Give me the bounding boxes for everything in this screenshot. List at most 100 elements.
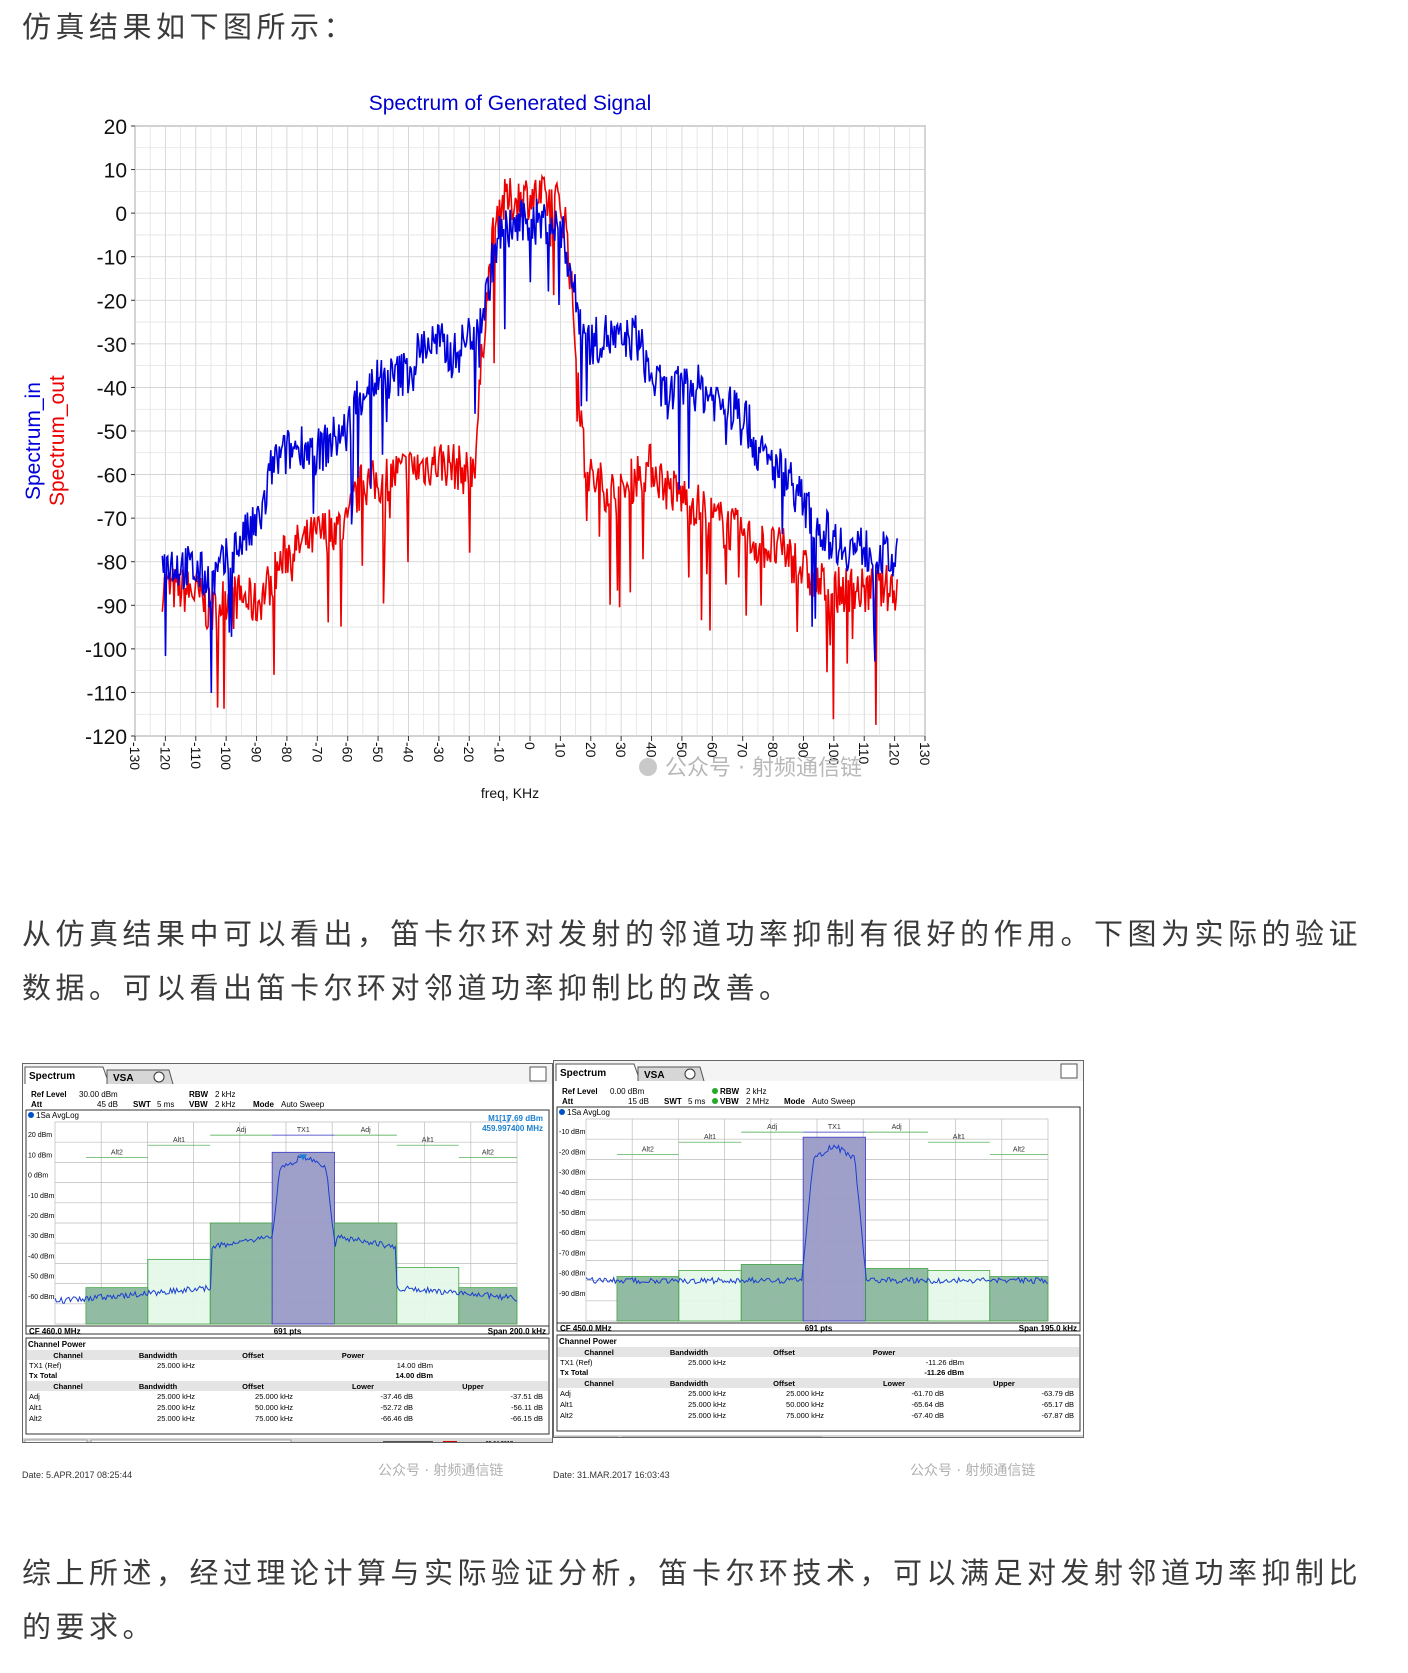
band-label: TX1 <box>297 1127 310 1134</box>
y-tick-label: 20 <box>104 116 127 139</box>
x-tick-label: -90 <box>249 742 265 762</box>
y-axis-label-in: Spectrum_in <box>22 382 45 500</box>
sa-y-label: -20 dBm <box>28 1213 55 1220</box>
sa-y-label: -70 dBm <box>559 1250 586 1257</box>
marker-icon <box>299 1154 308 1161</box>
table-header-2 <box>27 1381 548 1391</box>
span: Span 195.0 kHz <box>1019 1324 1077 1333</box>
table-row-bandwidth: 25.000 kHz <box>157 1414 195 1423</box>
trace-label: 1Sa AvgLog <box>36 1111 79 1120</box>
tx-total-value: 14.00 dBm <box>395 1371 433 1380</box>
table-row-upper: -56.11 dB <box>511 1403 543 1412</box>
table-row-offset: 50.000 kHz <box>786 1400 824 1409</box>
sa-y-label: -10 dBm <box>28 1193 55 1200</box>
table-row-bandwidth: 25.000 kHz <box>688 1400 726 1409</box>
y-tick-label: -110 <box>87 682 127 705</box>
y-tick-label: -60 <box>97 465 127 488</box>
analyzer-screen-1-svg: Spectrum VSA Ref Level 30.00 dBm Att 45 dB SWT… <box>23 1064 552 1442</box>
marker-value: 7.69 dBm <box>507 1114 543 1123</box>
band-label: Alt1 <box>704 1134 716 1141</box>
table-header-cell: Channel <box>584 1348 614 1357</box>
sa-y-label: -90 dBm <box>559 1291 586 1298</box>
table-header-cell: Channel <box>584 1379 614 1388</box>
band-label: Alt2 <box>111 1149 123 1156</box>
mode: Auto Sweep <box>281 1100 325 1109</box>
band-label: Alt2 <box>1013 1146 1025 1153</box>
att: 15 dB <box>628 1097 649 1106</box>
vbw: 2 kHz <box>215 1100 235 1109</box>
table-header-cell: Offset <box>242 1382 264 1391</box>
swt-label: SWT <box>664 1097 682 1106</box>
channel-band <box>271 1151 335 1325</box>
mode-label: Mode <box>784 1097 805 1106</box>
tab-vsa-label: VSA <box>644 1070 665 1081</box>
swt: 5 ms <box>157 1100 174 1109</box>
table-row-lower: -61.70 dB <box>911 1389 944 1398</box>
x-tick-label: -100 <box>218 742 234 770</box>
tab-spectrum-label: Spectrum <box>560 1068 606 1079</box>
channel-band <box>865 1268 929 1322</box>
vbw: 2 MHz <box>746 1097 769 1106</box>
table-header-1 <box>558 1347 1079 1357</box>
sa-y-label: 0 dBm <box>28 1173 48 1180</box>
table-row-lower: -37.46 dB <box>380 1392 413 1401</box>
sa-y-label: -40 dBm <box>559 1190 586 1197</box>
vbw-label: VBW <box>720 1097 739 1106</box>
table-header-1 <box>27 1350 548 1360</box>
sa-y-label: -40 dBm <box>28 1253 55 1260</box>
table-row-bandwidth: 25.000 kHz <box>157 1403 195 1412</box>
ref-level: 30.00 dBm <box>79 1090 118 1099</box>
band-label: Adj <box>361 1127 372 1134</box>
ref-level-label: Ref Level <box>31 1090 67 1099</box>
vbw-label: VBW <box>189 1100 208 1109</box>
x-tick-label: 40 <box>644 742 660 758</box>
center-frequency: CF 460.0 MHz <box>29 1327 81 1336</box>
x-tick-label: 130 <box>917 742 933 766</box>
tab-vsa-label: VSA <box>113 1073 134 1084</box>
watermark: 公众号 · 射频通信链 <box>665 756 862 781</box>
table-row-upper: -63.79 dB <box>1041 1389 1074 1398</box>
vbw-indicator-icon <box>712 1098 718 1104</box>
y-tick-label: 10 <box>104 160 127 183</box>
x-tick-label: -120 <box>157 742 173 770</box>
table-row-bandwidth: 25.000 kHz <box>688 1411 726 1420</box>
rbw-label: RBW <box>720 1087 740 1096</box>
mode: Auto Sweep <box>812 1097 856 1106</box>
tx-row-channel: TX1 (Ref) <box>560 1358 593 1367</box>
tx-total-label: Tx Total <box>29 1371 57 1380</box>
x-tick-label: 80 <box>765 742 781 758</box>
table-header-2 <box>558 1378 1079 1388</box>
channel-power-title: Channel Power <box>559 1337 617 1346</box>
spectrum-chart: 20100-10-20-30-40-50-60-70-80-90-100-110… <box>22 92 933 801</box>
x-tick-label: -30 <box>431 742 447 762</box>
band-label: Alt2 <box>482 1149 494 1156</box>
trace-dot-icon <box>559 1109 565 1115</box>
table-row-offset: 75.000 kHz <box>786 1411 824 1420</box>
rbw-indicator-icon <box>712 1088 718 1094</box>
table-header-cell: Power <box>873 1348 896 1357</box>
att-label: Att <box>562 1097 573 1106</box>
x-tick-label: -50 <box>370 742 386 762</box>
x-tick-label: -130 <box>127 742 143 770</box>
x-tick-label: -60 <box>340 742 356 762</box>
y-tick-label: -40 <box>97 377 127 400</box>
band-label: Alt1 <box>953 1134 965 1141</box>
y-tick-label: -100 <box>85 639 127 662</box>
table-header-cell: Offset <box>773 1379 795 1388</box>
x-tick-label: 70 <box>735 742 751 758</box>
table-row-upper: -66.15 dB <box>510 1414 543 1423</box>
table-header-cell: Bandwidth <box>139 1351 178 1360</box>
table-row-upper: -67.87 dB <box>1041 1411 1074 1420</box>
band-label: Alt1 <box>422 1137 434 1144</box>
status-date: 05.04.2017 <box>485 1441 513 1442</box>
tab-spectrum-label: Spectrum <box>29 1071 75 1082</box>
x-tick-label: 120 <box>887 742 903 766</box>
sa-y-label: -80 dBm <box>559 1271 586 1278</box>
rbw: 2 kHz <box>215 1090 235 1099</box>
trace-label: 1Sa AvgLog <box>567 1108 610 1117</box>
x-tick-label: -10 <box>492 742 508 762</box>
table-header-cell: Lower <box>883 1379 905 1388</box>
att: 45 dB <box>97 1100 118 1109</box>
watermark-2: 公众号 · 射频通信链 <box>378 1463 504 1479</box>
x-tick-label: 60 <box>704 742 720 758</box>
